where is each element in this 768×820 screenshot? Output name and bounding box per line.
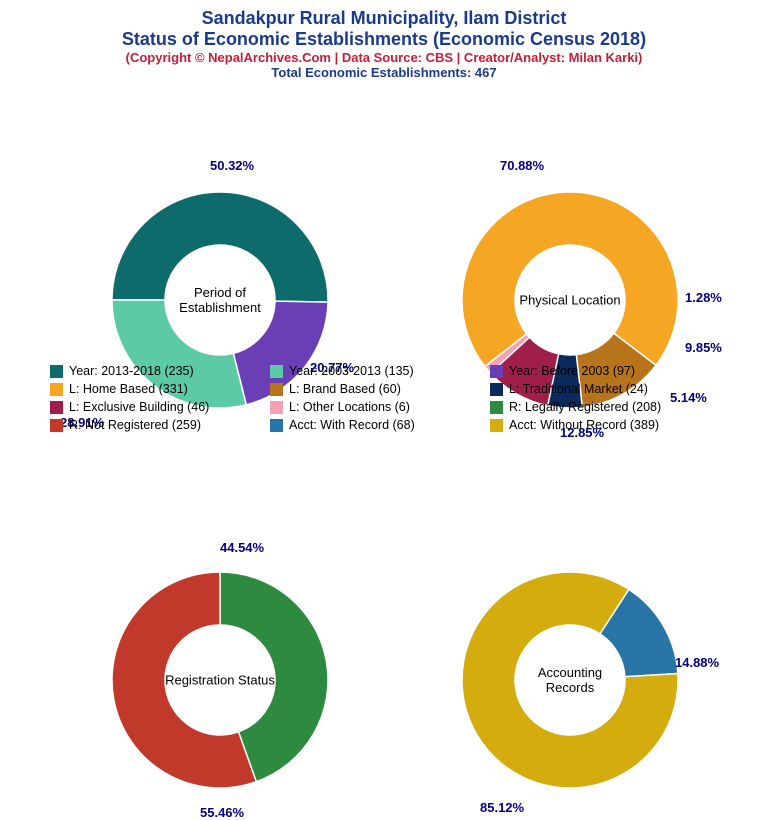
registration-chart-pct-1: 55.46% [200, 805, 244, 820]
location-chart-slice-0 [462, 192, 678, 366]
legend-label: Year: 2003-2013 (135) [289, 364, 414, 378]
accounting-chart-pct-0: 14.88% [675, 655, 719, 670]
legend-label: R: Not Registered (259) [69, 418, 201, 432]
legend-item: Acct: With Record (68) [270, 418, 470, 432]
legend-item: L: Exclusive Building (46) [50, 400, 250, 414]
registration-chart-pct-0: 44.54% [220, 540, 264, 555]
accounting-chart-pct-1: 85.12% [480, 800, 524, 815]
accounting-chart-center-label: Accounting Records [515, 665, 625, 695]
infographic-container: Sandakpur Rural Municipality, Ilam Distr… [0, 0, 768, 768]
legend-swatch [50, 419, 63, 432]
legend-item: L: Other Locations (6) [270, 400, 470, 414]
legend-item: Acct: Without Record (389) [490, 418, 690, 432]
legend-label: Acct: Without Record (389) [509, 418, 659, 432]
legend-label: Year: 2013-2018 (235) [69, 364, 194, 378]
period-chart-center-label: Period of Establishment [165, 285, 275, 315]
location-chart-center-label: Physical Location [515, 293, 625, 308]
legend-item: L: Home Based (331) [50, 382, 250, 396]
legend-label: Year: Before 2003 (97) [509, 364, 635, 378]
legend-swatch [490, 365, 503, 378]
legend-swatch [50, 383, 63, 396]
legend-item: L: Brand Based (60) [270, 382, 470, 396]
legend-label: L: Exclusive Building (46) [69, 400, 209, 414]
legend-swatch [490, 401, 503, 414]
location-chart-pct-3: 9.85% [685, 340, 722, 355]
location-chart-pct-0: 70.88% [500, 158, 544, 173]
legend-item: Year: Before 2003 (97) [490, 364, 690, 378]
legend-swatch [270, 383, 283, 396]
location-chart-pct-4: 1.28% [685, 290, 722, 305]
registration-chart: Registration Status44.54%55.46% [90, 550, 350, 810]
total-line: Total Economic Establishments: 467 [0, 65, 768, 80]
legend-item: Year: 2003-2013 (135) [270, 364, 470, 378]
legend-swatch [490, 383, 503, 396]
period-chart-pct-0: 50.32% [210, 158, 254, 173]
legend-swatch [270, 419, 283, 432]
legend-label: L: Traditional Market (24) [509, 382, 648, 396]
legend-label: R: Legally Registered (208) [509, 400, 661, 414]
legend-item: Year: 2013-2018 (235) [50, 364, 250, 378]
title-line-1: Sandakpur Rural Municipality, Ilam Distr… [0, 0, 768, 29]
legend-swatch [490, 419, 503, 432]
legend-label: L: Brand Based (60) [289, 382, 401, 396]
legend-swatch [50, 365, 63, 378]
registration-chart-center-label: Registration Status [165, 673, 275, 688]
title-line-2: Status of Economic Establishments (Econo… [0, 29, 768, 50]
legend-label: L: Other Locations (6) [289, 400, 410, 414]
legend-item: L: Traditional Market (24) [490, 382, 690, 396]
legend-swatch [270, 365, 283, 378]
accounting-chart: Accounting Records14.88%85.12% [440, 550, 700, 810]
legend-item: R: Legally Registered (208) [490, 400, 690, 414]
copyright-line: (Copyright © NepalArchives.Com | Data So… [0, 50, 768, 65]
legend-swatch [270, 401, 283, 414]
legend-label: Acct: With Record (68) [289, 418, 415, 432]
legend: Year: 2013-2018 (235) Year: 2003-2013 (13… [50, 364, 718, 434]
legend-swatch [50, 401, 63, 414]
legend-item: R: Not Registered (259) [50, 418, 250, 432]
legend-label: L: Home Based (331) [69, 382, 188, 396]
